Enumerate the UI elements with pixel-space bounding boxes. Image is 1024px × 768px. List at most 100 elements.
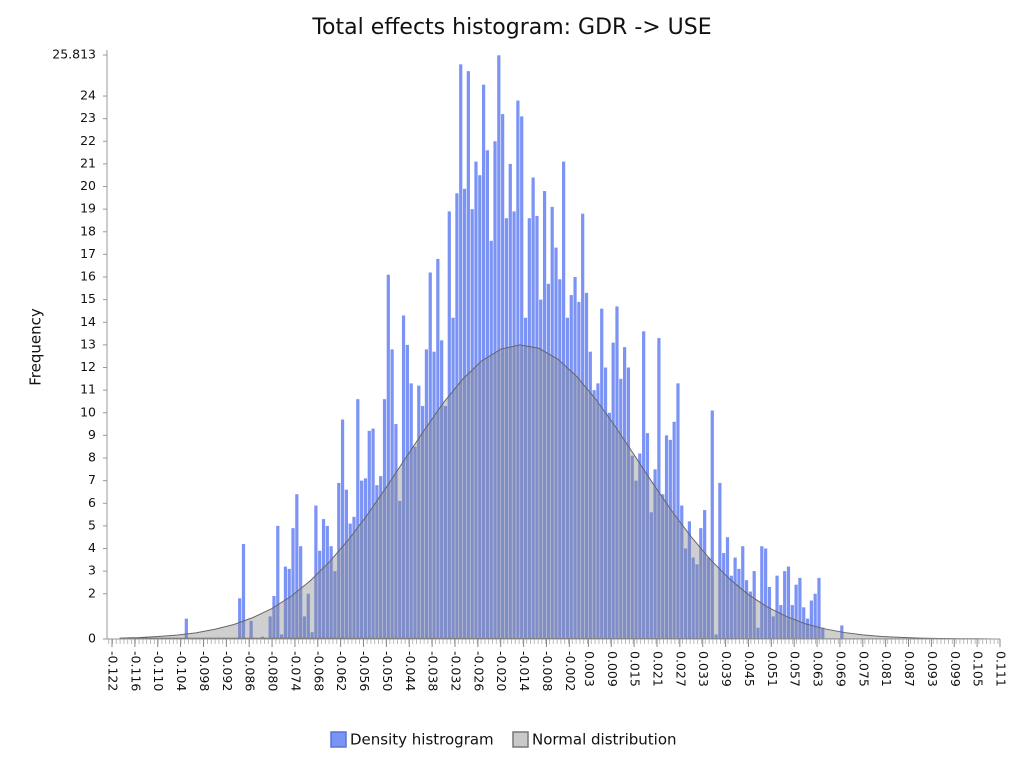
bar (737, 568, 741, 639)
bar (291, 528, 295, 639)
x-tick-label: -0.098 (197, 651, 212, 691)
bar (474, 161, 478, 640)
bar (318, 550, 322, 639)
bar (321, 519, 326, 639)
bar (588, 351, 592, 639)
bar (302, 616, 307, 639)
x-tick-label: -0.020 (494, 651, 509, 691)
x-tick-label: 0.051 (765, 651, 780, 687)
bar (470, 209, 474, 639)
bar (542, 191, 547, 639)
bar (371, 428, 375, 639)
bar (615, 306, 619, 639)
bar (775, 575, 779, 639)
bar (821, 627, 825, 639)
legend-label: Normal distribution (532, 731, 677, 749)
x-tick-label: -0.116 (128, 651, 143, 691)
bar (238, 598, 242, 639)
y-tick-label: 20 (80, 178, 96, 193)
y-tick-label: 6 (88, 495, 96, 510)
bar (562, 161, 566, 640)
bar (596, 383, 600, 639)
bar (706, 557, 711, 639)
bar (352, 516, 356, 639)
bar (276, 525, 280, 639)
bar (703, 510, 707, 639)
legend-label: Density histrogram (350, 731, 494, 749)
bar (714, 634, 718, 639)
bar (756, 627, 760, 639)
bar (329, 546, 333, 639)
x-tick-label: -0.080 (266, 651, 281, 691)
bar (466, 71, 470, 639)
bar (626, 367, 631, 639)
bar (687, 521, 691, 639)
bar (462, 188, 467, 640)
x-tick-label: -0.104 (174, 651, 189, 691)
x-tick-label: -0.110 (151, 651, 166, 691)
bar (733, 557, 737, 639)
bar (592, 390, 596, 639)
bar (447, 211, 451, 640)
bar (565, 317, 570, 639)
x-tick-label: -0.050 (380, 651, 395, 691)
bar (333, 571, 337, 639)
bar (699, 528, 703, 639)
bar (813, 593, 817, 639)
bar (691, 557, 695, 639)
bar (695, 564, 699, 639)
bar (432, 351, 436, 639)
bar (645, 433, 650, 639)
x-tick-label: 0.021 (650, 651, 665, 687)
bar (493, 141, 497, 639)
x-tick-label: -0.122 (106, 651, 121, 691)
bar (546, 283, 550, 639)
x-tick-label: 0.003 (582, 651, 597, 687)
bar (683, 548, 688, 639)
y-tick-label: 2 (88, 585, 96, 600)
x-tick-label: -0.056 (357, 651, 372, 691)
bar (622, 347, 627, 639)
bar (375, 485, 379, 639)
bar (798, 577, 802, 639)
bar (668, 439, 672, 639)
y-tick-label: 10 (80, 404, 96, 419)
x-tick-label: 0.015 (628, 651, 643, 687)
bar (314, 505, 318, 639)
bar (367, 430, 371, 639)
bar (421, 405, 425, 639)
x-tick-label: 0.009 (605, 651, 620, 687)
x-tick-label: 0.027 (673, 651, 688, 687)
bar (805, 618, 810, 639)
y-tick-label: 13 (80, 336, 96, 351)
bar (558, 279, 562, 639)
y-tick-label: 18 (80, 223, 96, 238)
bar (794, 584, 798, 639)
bar (299, 546, 303, 639)
bar (539, 299, 543, 639)
bar (478, 175, 482, 639)
bar (771, 616, 775, 639)
bar (398, 500, 402, 639)
bar (489, 240, 493, 639)
bar (287, 568, 291, 639)
bar (550, 206, 554, 639)
bar (440, 340, 444, 639)
bar (184, 618, 188, 639)
y-tick-label: 11 (80, 382, 96, 397)
bar (722, 553, 726, 639)
x-tick-label: -0.044 (403, 651, 418, 691)
y-tick-label: 16 (80, 269, 96, 284)
bar (436, 258, 440, 639)
bar (600, 308, 604, 639)
bar (649, 512, 653, 639)
y-tick-label: 4 (88, 540, 96, 555)
x-tick-label: 0.081 (879, 651, 894, 687)
bar (340, 419, 345, 639)
chart-title: Total effects histogram: GDR -> USE (311, 15, 711, 40)
bar (382, 399, 387, 639)
bar (417, 385, 421, 639)
legend-swatch (512, 731, 529, 748)
x-tick-label: 0.033 (696, 651, 711, 687)
